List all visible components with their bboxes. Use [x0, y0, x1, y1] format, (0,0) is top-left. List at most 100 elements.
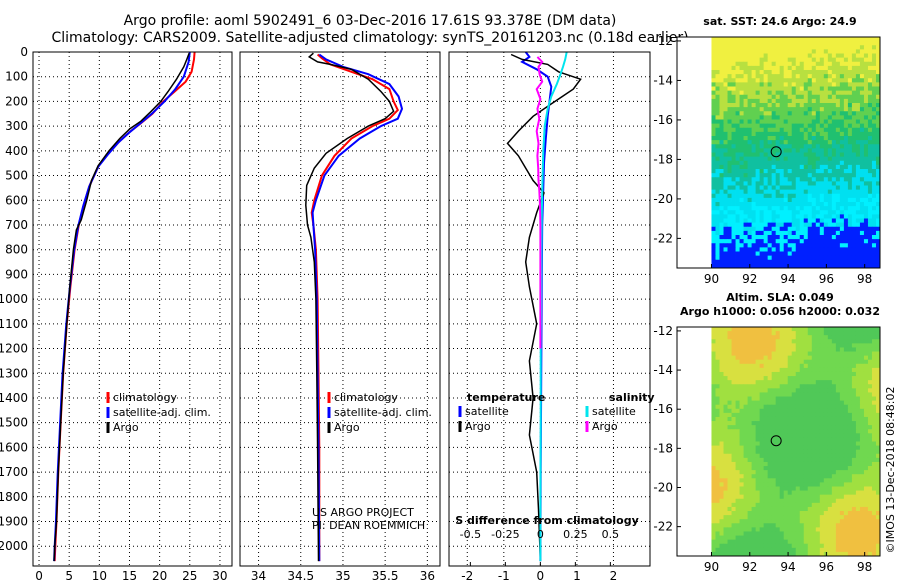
map-cell [807, 197, 813, 203]
map-cell [811, 259, 817, 265]
map-cell [791, 193, 797, 199]
map-cell [863, 239, 869, 244]
map-cell [763, 502, 769, 508]
map-cell [803, 181, 809, 186]
map-cell [875, 123, 881, 129]
map-cell [719, 482, 724, 487]
map-cell [787, 251, 793, 257]
map-cell [839, 515, 845, 520]
map-cell [823, 65, 829, 71]
map-cell [827, 466, 833, 471]
map-cell [795, 547, 801, 553]
map-cell [727, 206, 732, 211]
map-cell [771, 74, 777, 79]
map-cell [839, 45, 845, 50]
map-cell [791, 251, 797, 257]
map-cell [871, 222, 877, 228]
map-cell [823, 359, 829, 365]
map-cell [743, 119, 748, 125]
map-cell [811, 339, 817, 344]
map-cell [759, 131, 765, 137]
map-cell [875, 371, 881, 377]
map-cell [859, 197, 865, 203]
map-cell [831, 263, 837, 269]
map-cell [855, 123, 861, 129]
map-cell [767, 127, 773, 133]
depth-tick-label: 1900 [0, 515, 28, 529]
map-cell [819, 535, 825, 541]
map-cell [779, 445, 785, 451]
map-cell [743, 502, 748, 508]
map-cell [715, 457, 720, 463]
map-cell [723, 94, 728, 100]
map-cell [719, 230, 724, 236]
map-cell [787, 404, 793, 410]
map-cell [859, 45, 865, 50]
map-cell [803, 433, 809, 438]
map-cell [819, 222, 825, 228]
map-cell [863, 41, 869, 46]
map-cell [835, 331, 841, 336]
map-cell [855, 347, 861, 352]
map-cell [855, 498, 861, 504]
map-cell [751, 156, 757, 162]
map-cell [795, 61, 801, 67]
map-cell [859, 181, 865, 186]
map-cell [847, 173, 853, 178]
map-cell [847, 351, 853, 357]
map-cell [771, 169, 777, 174]
map-cell [735, 519, 740, 524]
map-cell [791, 263, 797, 269]
map-cell [787, 144, 793, 149]
map-cell [847, 247, 853, 252]
map-cell [731, 498, 736, 504]
map-cell [859, 255, 865, 261]
map-cell [771, 259, 777, 265]
map-cell [739, 457, 744, 463]
map-cell [715, 41, 720, 46]
map-cell [819, 140, 825, 145]
map-cell [859, 86, 865, 92]
map-cell [815, 470, 821, 475]
map-cell [715, 453, 720, 459]
map-cell [779, 404, 785, 410]
map-cell [735, 490, 740, 496]
map-cell [751, 57, 757, 63]
map-cell [799, 404, 805, 410]
map-cell [759, 263, 765, 269]
map-cell [863, 164, 869, 170]
map-cell [851, 136, 857, 141]
map-cell [751, 107, 757, 112]
map-cell [827, 251, 833, 257]
map-cell [815, 515, 821, 520]
map-cell [771, 49, 777, 54]
map-cell [815, 131, 821, 137]
map-cell [779, 498, 785, 504]
map-cell [827, 367, 833, 373]
map-cell [763, 355, 769, 361]
map-cell [711, 433, 716, 438]
map-cell [755, 425, 761, 430]
map-cell [719, 197, 724, 203]
map-cell [735, 384, 740, 389]
map-cell [803, 61, 809, 67]
map-cell [835, 169, 841, 174]
map-cell [819, 74, 825, 79]
map-cell [871, 359, 877, 365]
map-cell [843, 136, 849, 141]
map-cell [875, 543, 881, 549]
map-cell [875, 506, 881, 512]
map-cell [779, 515, 785, 520]
map-cell [747, 384, 752, 389]
map-cell [795, 482, 801, 487]
map-cell [771, 494, 777, 500]
map-cell [719, 136, 724, 141]
map-cell [743, 140, 748, 145]
map-cell [859, 144, 865, 149]
map-cell [815, 41, 821, 46]
map-cell [799, 347, 805, 352]
map-cell [847, 70, 853, 75]
map-cell [779, 376, 785, 381]
map-cell [835, 433, 841, 438]
map-cell [767, 78, 773, 83]
